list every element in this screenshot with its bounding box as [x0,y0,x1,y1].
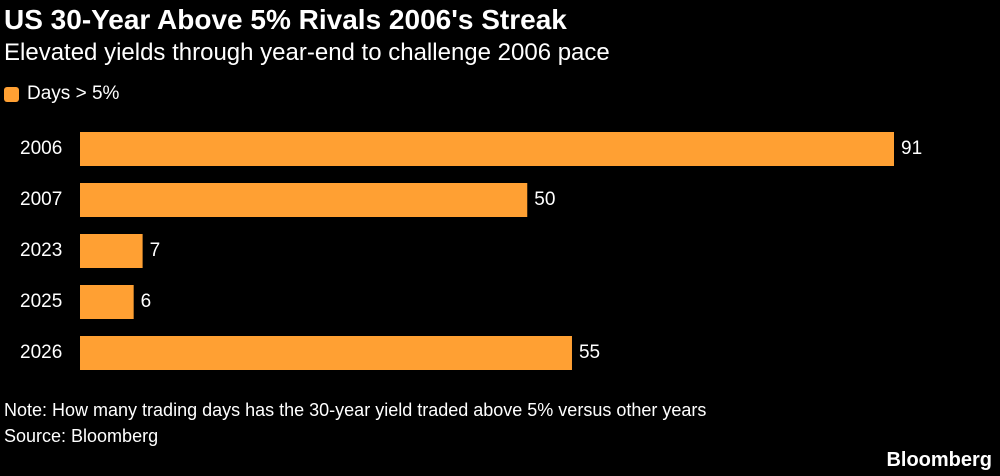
brand-logo: Bloomberg [886,449,992,471]
bar-value-label: 50 [534,189,555,210]
category-label: 2007 [20,189,62,210]
category-label: 2026 [20,342,62,363]
bar-value-label: 91 [901,138,922,159]
bar [80,132,894,166]
bar-value-label: 6 [141,291,152,312]
bar [80,285,134,319]
bar [80,336,572,370]
chart-source: Source: Bloomberg [4,426,159,446]
legend-swatch [4,86,19,102]
chart-note: Note: How many trading days has the 30-y… [4,400,707,420]
category-label: 2006 [20,138,62,159]
bar [80,234,143,268]
chart-title: US 30-Year Above 5% Rivals 2006's Streak [4,4,567,35]
bar [80,183,528,217]
category-label: 2025 [20,291,62,312]
bar-chart: 2006 91 2007 50 2023 7 2025 6 2026 55 [20,132,922,370]
chart-subtitle: Elevated yields through year-end to chal… [4,39,610,66]
legend-label: Days > 5% [27,83,120,104]
bar-value-label: 7 [150,240,161,261]
legend: Days > 5% [4,82,119,106]
category-label: 2023 [20,240,62,261]
bar-value-label: 55 [579,342,600,363]
